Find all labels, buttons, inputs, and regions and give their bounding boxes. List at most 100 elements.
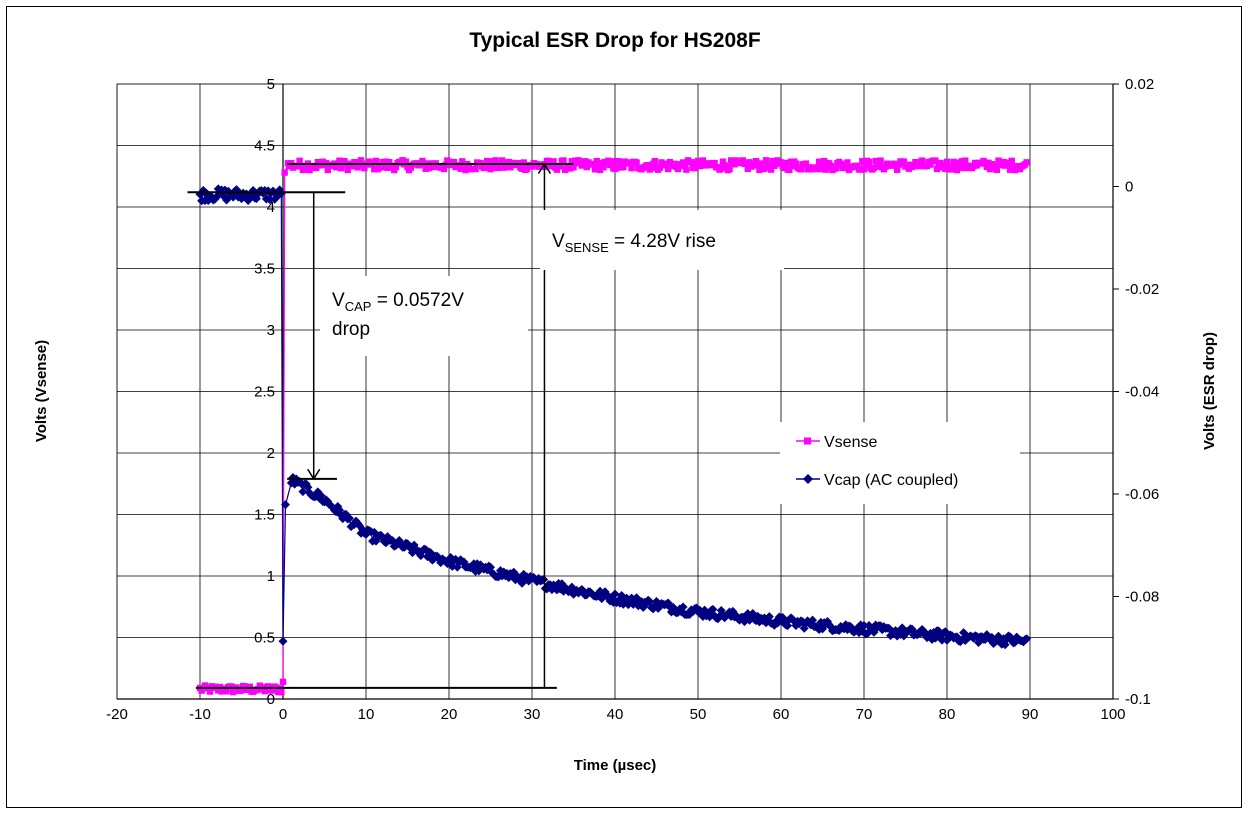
data-point <box>591 166 599 173</box>
x-tick-label: 40 <box>607 706 624 723</box>
data-point <box>276 188 286 198</box>
data-point <box>767 166 775 173</box>
data-point <box>742 160 750 167</box>
data-point <box>1011 166 1019 174</box>
data-point <box>553 166 561 173</box>
vsense-annotation-main: V <box>552 231 565 252</box>
data-point <box>860 166 868 173</box>
data-point <box>498 157 506 164</box>
data-point <box>711 159 718 167</box>
data-point <box>769 157 776 165</box>
y-tick-label: 3.5 <box>254 261 275 278</box>
data-point <box>870 164 878 172</box>
data-point <box>988 160 996 168</box>
data-point <box>298 162 305 170</box>
data-point <box>777 159 785 166</box>
data-point <box>562 166 569 173</box>
data-point <box>940 162 947 169</box>
data-point <box>598 160 605 167</box>
x-tick-label: -10 <box>189 706 211 723</box>
data-point <box>505 158 512 166</box>
data-point <box>942 165 949 172</box>
data-point <box>708 604 718 614</box>
data-point <box>238 686 245 694</box>
data-point <box>628 164 635 172</box>
data-point <box>344 513 354 523</box>
data-point <box>500 164 507 171</box>
data-point <box>372 157 380 165</box>
data-point <box>278 688 285 696</box>
data-point <box>943 158 951 166</box>
data-point <box>859 620 869 630</box>
x-tick-label: -20 <box>106 706 128 723</box>
data-point <box>254 685 262 693</box>
data-point <box>744 165 751 172</box>
data-point <box>905 165 913 172</box>
x-tick-label: 80 <box>939 706 956 723</box>
data-point <box>894 166 901 173</box>
data-point <box>503 163 511 171</box>
data-point <box>379 158 386 166</box>
data-point <box>610 589 620 599</box>
data-point <box>581 158 589 165</box>
data-point <box>837 160 844 167</box>
series-vcap <box>195 184 1032 650</box>
data-point <box>402 158 410 165</box>
y-tick-label: 2 <box>267 445 275 462</box>
data-point <box>923 162 931 170</box>
data-point <box>955 159 962 166</box>
data-point <box>462 166 469 174</box>
data-point <box>817 165 825 173</box>
legend: Vsense Vcap (AC coupled) <box>780 422 1020 504</box>
data-point <box>1022 634 1032 644</box>
data-point <box>854 162 861 170</box>
y-tick-label: 5 <box>267 76 275 93</box>
data-point <box>263 686 270 693</box>
x-tick-label: 0 <box>279 706 287 723</box>
data-point <box>814 164 821 171</box>
data-point <box>953 166 961 174</box>
data-point <box>281 169 288 176</box>
data-point <box>877 157 884 164</box>
data-point <box>679 159 687 166</box>
data-point <box>865 158 873 166</box>
y-tick-label: 4 <box>267 199 275 216</box>
data-point <box>583 163 590 171</box>
data-point <box>520 159 527 166</box>
vsense-annotation: VSENSE = 4.28V rise <box>552 231 716 255</box>
legend-marker-vcap <box>803 474 813 484</box>
data-point <box>490 163 498 170</box>
data-point <box>606 161 614 169</box>
data-point <box>523 165 531 173</box>
vcap-annotation-sub: CAP <box>345 299 372 314</box>
data-point <box>384 164 391 171</box>
y2-tick-label: -0.1 <box>1125 691 1151 708</box>
data-point <box>482 162 489 169</box>
data-point <box>590 161 597 168</box>
data-point <box>298 487 308 497</box>
data-point <box>842 164 849 172</box>
y2-tick-label: -0.08 <box>1125 589 1159 606</box>
data-point <box>757 160 765 167</box>
data-point <box>542 163 549 171</box>
data-point <box>751 162 758 169</box>
data-point <box>382 158 390 165</box>
data-point <box>608 158 615 165</box>
data-point <box>950 158 957 166</box>
legend-label-vsense: Vsense <box>824 434 877 451</box>
data-point <box>296 157 303 165</box>
data-point <box>280 500 290 510</box>
data-point <box>857 166 864 173</box>
data-point <box>334 162 341 169</box>
data-point <box>664 165 672 173</box>
y-tick-label: 4.5 <box>254 138 275 155</box>
y2-tick-label: -0.02 <box>1125 281 1159 298</box>
data-point <box>266 683 273 691</box>
data-point <box>1008 157 1015 165</box>
data-point <box>487 165 494 173</box>
data-point <box>502 159 509 167</box>
data-point <box>620 163 627 171</box>
data-point <box>981 159 989 166</box>
data-point <box>827 162 834 170</box>
